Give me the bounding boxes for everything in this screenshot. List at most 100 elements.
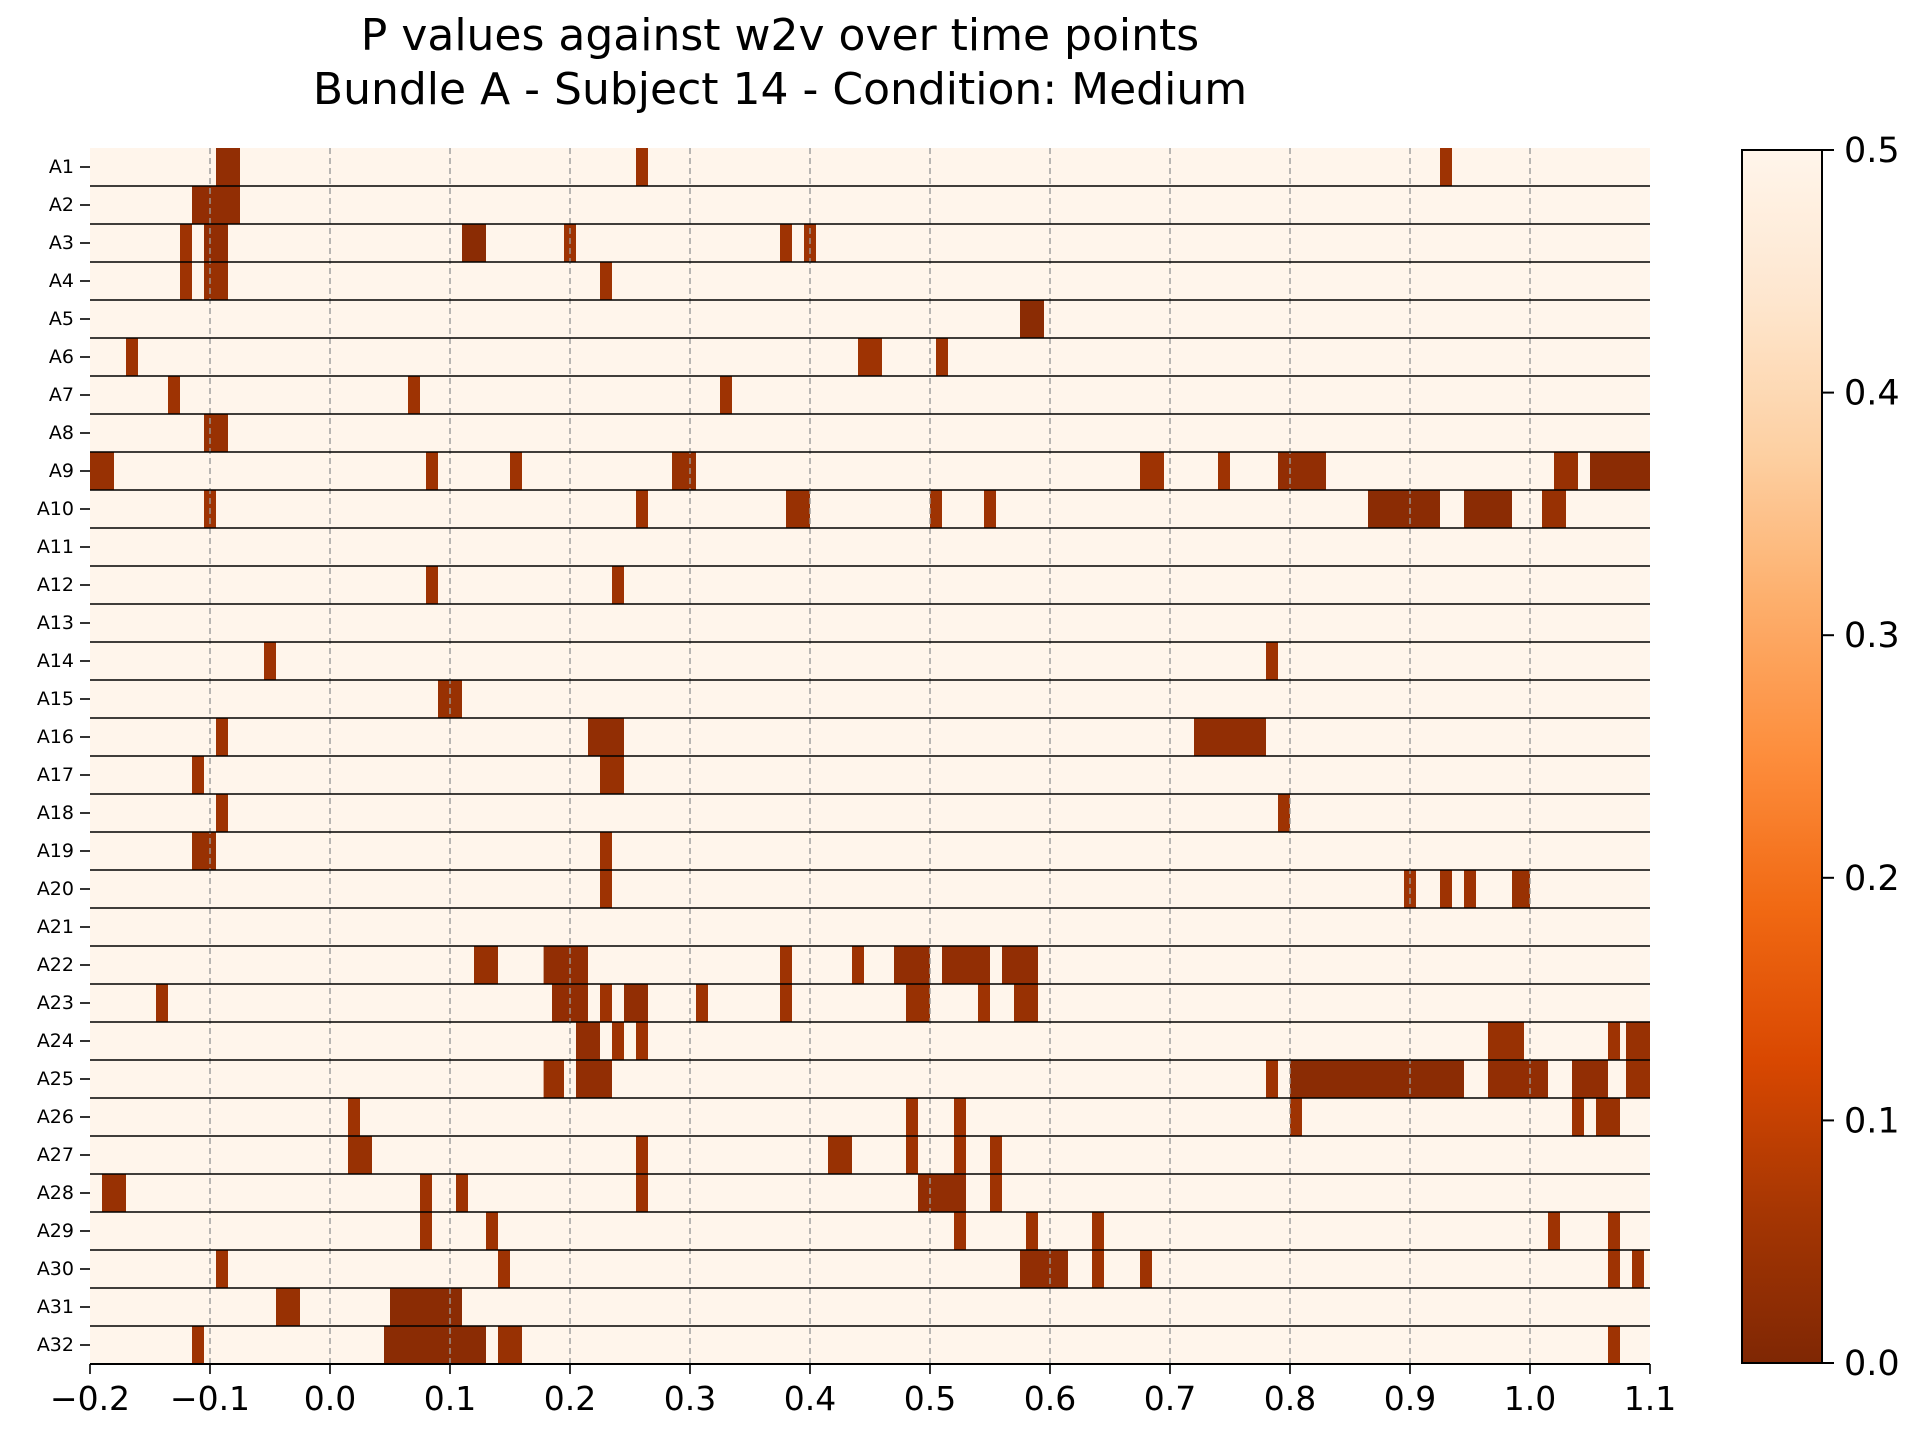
heatmap-cell-a9-7 <box>1278 452 1326 490</box>
x-tick-label: 0.2 <box>544 1379 596 1418</box>
x-axis: −0.2 −0.1 0.0 0.1 0.2 0.3 0.4 0.5 0.6 0.7 0.8 0.9 1.… <box>50 1363 1676 1418</box>
heatmap-cell-a1-2 <box>636 148 648 186</box>
colorbar-tick-label: 0.2 <box>1844 859 1900 899</box>
heatmap-cell-a6-3 <box>936 338 948 376</box>
y-tick-label: A17 <box>37 764 74 786</box>
heatmap-cell-a30-1 <box>216 1250 228 1288</box>
y-tick-label: A3 <box>49 232 74 254</box>
heatmap-row-a19 <box>90 832 1650 870</box>
y-tick-label: A25 <box>37 1068 74 1090</box>
heatmap-cell-a32-4 <box>1608 1326 1620 1364</box>
y-tick-label: A5 <box>49 308 74 330</box>
heatmap-cell-a24-3 <box>636 1022 648 1060</box>
heatmap-cell-a9-5 <box>1140 452 1164 490</box>
heatmap-cell-a26-3 <box>954 1098 966 1136</box>
y-tick-label: A11 <box>37 536 74 558</box>
heatmap-cell-a25-5 <box>1488 1060 1548 1098</box>
heatmap-cell-a18-2 <box>1278 794 1290 832</box>
heatmap-cell-a27-3 <box>828 1136 852 1174</box>
heatmap-cell-a9-1 <box>90 452 114 490</box>
heatmap-cell-a9-4 <box>672 452 696 490</box>
y-tick-label: A21 <box>37 916 74 938</box>
x-tick-label: −0.1 <box>170 1379 250 1418</box>
heatmap-cell-a30-7 <box>1632 1250 1644 1288</box>
y-tick-label: A16 <box>37 726 74 748</box>
heatmap-cell-a10-4 <box>930 490 942 528</box>
heatmap-cell-a7-3 <box>720 376 732 414</box>
heatmap-cell-a3-5 <box>780 224 792 262</box>
heatmap-cell-a23-8 <box>978 984 990 1022</box>
heatmap-row-a30 <box>90 1250 1650 1288</box>
heatmap-row-a16 <box>90 718 1650 756</box>
heatmap-row-a7 <box>90 376 1650 414</box>
colorbar-tick-label: 0.1 <box>1844 1101 1900 1141</box>
colorbar-tick-label: 0.4 <box>1844 374 1900 414</box>
heatmap-cell-a23-5 <box>696 984 708 1022</box>
heatmap-row-a24 <box>90 1022 1650 1060</box>
y-axis: A1 A2 A3 A4 A5 A6 A7 A8 A9 A10 A11 A12 A13 A14 A15 A16 A… <box>37 156 90 1356</box>
heatmap-cell-a27-1 <box>348 1136 372 1174</box>
heatmap-cell-a12-1 <box>426 566 438 604</box>
heatmap-cell-a26-4 <box>1290 1098 1302 1136</box>
heatmap-cell-a24-2 <box>612 1022 624 1060</box>
heatmap-cell-a16-2 <box>588 718 624 756</box>
heatmap-cell-a12-2 <box>612 566 624 604</box>
heatmap-cell-a28-2 <box>420 1174 432 1212</box>
heatmap-cell-a10-8 <box>1542 490 1566 528</box>
heatmap-cell-a24-5 <box>1608 1022 1620 1060</box>
heatmap-cell-a27-4 <box>906 1136 918 1174</box>
y-tick-label: A8 <box>49 422 74 444</box>
heatmap-cell-a22-2 <box>543 946 588 984</box>
chart-title: P values against w2v over time points <box>361 10 1199 61</box>
y-tick-label: A13 <box>37 612 74 634</box>
heatmap-row-a28 <box>90 1174 1650 1212</box>
colorbar-tick-label: 0.5 <box>1844 131 1900 171</box>
heatmap-cell-a16-1 <box>216 718 228 756</box>
heatmap-cell-a23-1 <box>156 984 168 1022</box>
x-tick-label: 1.1 <box>1624 1379 1676 1418</box>
heatmap-row-a27 <box>90 1136 1650 1174</box>
heatmap-cell-a28-3 <box>456 1174 468 1212</box>
heatmap-row-a13 <box>90 604 1650 642</box>
x-tick-label: 0.1 <box>424 1379 476 1418</box>
heatmap-cell-a22-3 <box>780 946 792 984</box>
heatmap-cell-a26-5 <box>1572 1098 1584 1136</box>
heatmap-cell-a32-2 <box>384 1326 486 1364</box>
heatmap-cell-a10-7 <box>1464 490 1512 528</box>
colorbar: 0.0 0.1 0.2 0.3 0.4 0.5 <box>1741 131 1900 1384</box>
x-tick-label: 0.6 <box>1024 1379 1076 1418</box>
heatmap-cell-a6-1 <box>126 338 138 376</box>
heatmap-cell-a30-4 <box>1092 1250 1104 1288</box>
heatmap-cell-a9-3 <box>510 452 522 490</box>
heatmap-cell-a23-9 <box>1014 984 1038 1022</box>
heatmap-cell-a7-1 <box>168 376 180 414</box>
heatmap-row-a5 <box>90 300 1650 338</box>
heatmap-row-a1 <box>90 148 1650 186</box>
y-tick-label: A9 <box>49 460 74 482</box>
heatmap-row-a22 <box>90 946 1650 984</box>
heatmap-cell-a25-2 <box>576 1060 612 1098</box>
heatmap-cell-a23-7 <box>906 984 930 1022</box>
heatmap-cell-a22-7 <box>1002 946 1038 984</box>
heatmap-cell-a30-5 <box>1140 1250 1152 1288</box>
colorbar-tick-label: 0.0 <box>1844 1344 1900 1384</box>
y-tick-label: A19 <box>37 840 74 862</box>
heatmap-cell-a17-1 <box>192 756 204 794</box>
heatmap-cell-a29-2 <box>486 1212 498 1250</box>
x-tick-label: −0.2 <box>50 1379 130 1418</box>
heatmap-row-a21 <box>90 908 1650 946</box>
heatmap-cell-a30-2 <box>498 1250 510 1288</box>
heatmap-cell-a27-2 <box>636 1136 648 1174</box>
heatmap-cell-a4-1 <box>180 262 192 300</box>
heatmap-cell-a19-1 <box>192 832 216 870</box>
heatmap-row-a2 <box>90 186 1650 224</box>
heatmap-row-a29 <box>90 1212 1650 1250</box>
heatmap-cell-a27-5 <box>954 1136 966 1174</box>
heatmap-cell-a7-2 <box>408 376 420 414</box>
row-separators <box>90 185 1650 1365</box>
heatmap-cell-a29-7 <box>1608 1212 1620 1250</box>
heatmap-row-a12 <box>90 566 1650 604</box>
heatmap-cell-a32-1 <box>192 1326 204 1364</box>
y-tick-label: A6 <box>49 346 74 368</box>
